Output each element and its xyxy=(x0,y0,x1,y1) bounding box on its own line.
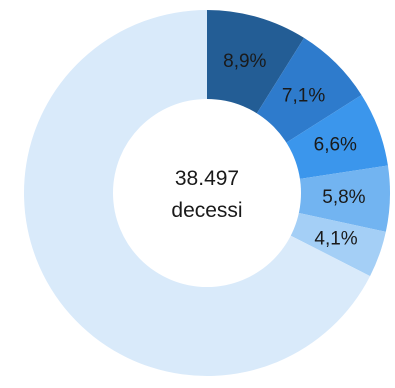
center-label: decessi xyxy=(171,199,242,222)
slice-label-1: 8,9% xyxy=(223,51,266,72)
slice-labels: 8,9% 7,1% 6,6% 5,8% 4,1% xyxy=(223,51,366,250)
donut-hole xyxy=(113,99,301,287)
center-value: 38.497 xyxy=(175,167,239,190)
slice-label-5: 4,1% xyxy=(314,229,357,250)
slice-label-2: 7,1% xyxy=(282,85,325,106)
slice-label-4: 5,8% xyxy=(322,187,365,208)
slice-label-3: 6,6% xyxy=(314,134,357,155)
